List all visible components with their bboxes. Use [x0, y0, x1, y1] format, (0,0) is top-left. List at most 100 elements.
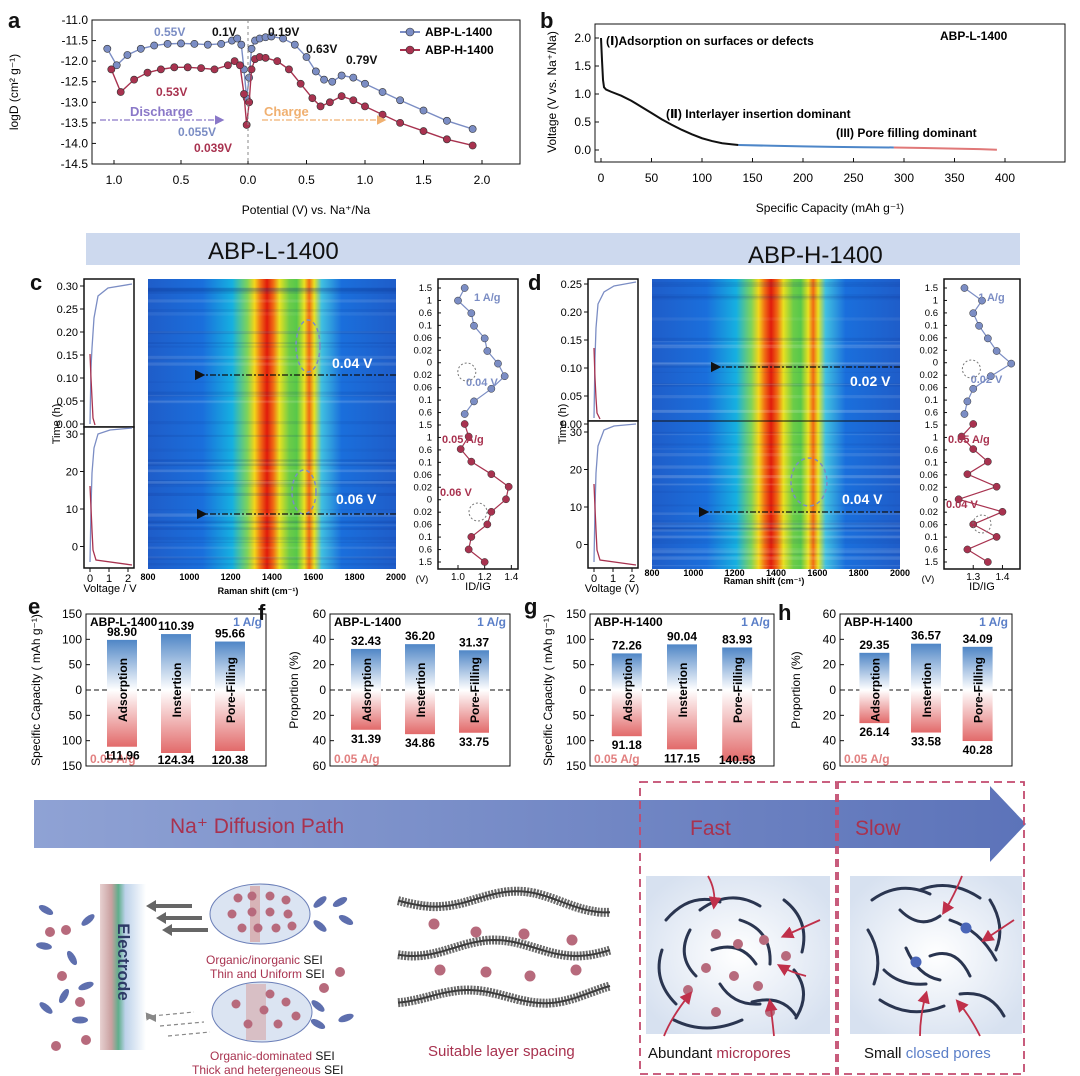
d-side-ann-bottom: 0.04 V: [946, 499, 978, 511]
interlayer-ion: [434, 964, 446, 976]
closed-carbon-arc: [948, 918, 998, 962]
abundant-b: micropores: [716, 1045, 790, 1062]
d-ttick-label: 0.05: [561, 391, 582, 403]
c-ellipse-top: [295, 319, 321, 373]
c-stripes-stripe: [148, 521, 396, 524]
b-series-2: [893, 146, 997, 151]
d-side-xlabel: ID/IG: [969, 581, 995, 593]
c-stripes-stripe: [148, 331, 396, 335]
d-ellipse: [790, 457, 828, 507]
a-point-1: [107, 65, 116, 74]
panel-label-d: d: [528, 270, 542, 295]
a-point-0: [190, 39, 199, 48]
closed-carbon-arc: [918, 884, 982, 900]
bars-g-rate-low: 0.05 A/g: [594, 752, 640, 766]
c-stripes-stripe: [148, 509, 396, 511]
na-ion: [57, 971, 67, 981]
sei-bot-ion: [265, 989, 275, 999]
bars-g-category: Pore-Filling: [731, 657, 745, 723]
d-ratio-blue-point: [969, 384, 978, 393]
bars-g-title: ABP-H-1400: [594, 615, 663, 629]
a-point-1: [210, 65, 219, 74]
d-raman-tick: 2000: [890, 568, 910, 578]
bars-g-ytick-label: 50: [573, 708, 587, 722]
d-stripes-stripe: [652, 344, 900, 346]
bars-f-label-bottom: 34.86: [405, 736, 435, 750]
bars-f-category: Pore-Filling: [468, 657, 482, 723]
panel-label-g: g: [524, 594, 538, 619]
a-point-0: [328, 77, 337, 86]
a-point-1: [156, 65, 165, 74]
b-xtick-label: 400: [995, 171, 1015, 185]
c-stripes-stripe: [148, 309, 396, 312]
c-btick-label: 0: [72, 542, 78, 554]
closed-carbon-arc: [866, 928, 880, 986]
c-stripes-stripe: [148, 434, 396, 437]
a-point-0: [302, 53, 311, 61]
b-ytick-label: 2.0: [574, 31, 591, 45]
bars-h-rate-low: 0.05 A/g: [844, 752, 890, 766]
c-raman-tick: 1400: [262, 572, 282, 582]
panel-label-h: h: [778, 600, 792, 625]
c-ratio-blue-point: [467, 309, 476, 318]
ion-path-arrow: [776, 964, 807, 977]
bars-e-ytick-label: 50: [69, 708, 83, 722]
a-xtick-label: 1.0: [357, 173, 374, 187]
bars-g-category: Instertion: [676, 663, 690, 718]
a-point-1: [223, 61, 232, 70]
solvent-molecule: [311, 1000, 325, 1012]
d-stripes-stripe: [652, 527, 900, 531]
d-stripes-stripe: [652, 410, 900, 413]
bars-f-category: Instertion: [414, 663, 428, 718]
b-xtick-label: 0: [598, 171, 605, 185]
interlayer-ion: [570, 964, 582, 976]
d-stripes-stripe: [652, 453, 900, 457]
d-side-circle-bottom: [972, 514, 992, 534]
c-side-circle-top: [457, 362, 477, 382]
c-ratio-blue-point: [460, 410, 469, 418]
sei-top-ion: [281, 895, 291, 905]
a-point-1: [245, 98, 254, 107]
d-side-tick: 0: [933, 358, 938, 369]
a-point-0: [378, 88, 387, 96]
d-ratio-red-point: [969, 520, 978, 529]
closed-carbon-arc: [958, 991, 1006, 1018]
bars-f-title: ABP-L-1400: [334, 615, 402, 629]
bars-e-ytick-label: 150: [62, 759, 82, 773]
c-ratio-blue-point: [480, 334, 489, 343]
bars-e-ytick-label: 0: [75, 683, 82, 697]
a-point-0: [290, 40, 299, 49]
d-stripes-stripe: [652, 395, 900, 399]
bars-h-label-bottom: 40.28: [963, 743, 993, 757]
a-point-1: [285, 65, 293, 74]
c-side-tick: 0.1: [419, 320, 432, 331]
closed-carbon-arc: [882, 968, 928, 986]
na-ion: [81, 1035, 91, 1045]
sei-bot-ion: [259, 1005, 269, 1015]
c-raman-tick: 1800: [345, 572, 365, 582]
bars-f-ytick-label: 0: [319, 683, 326, 697]
bars-g-label-bottom: 140.53: [719, 753, 756, 767]
d-stripes-stripe: [652, 383, 900, 387]
a-ytick-label: -12.0: [61, 54, 89, 68]
c-raman-tick: 1000: [179, 572, 199, 582]
bars-f-bar-top: [351, 648, 381, 690]
c-stripes-stripe: [148, 461, 396, 465]
a-point-1: [242, 121, 251, 129]
bars-h-bar-bottom: [911, 690, 941, 733]
sei-top-ion: [287, 921, 297, 931]
solvent-molecule: [338, 914, 354, 926]
micropore-ion: [683, 985, 693, 995]
c-side-tick: 0.1: [419, 395, 432, 406]
a-point-1: [337, 92, 346, 101]
solvent-molecule: [72, 1016, 88, 1024]
d-side-tick: 0.6: [925, 445, 938, 456]
d-side-tick: 0.02: [920, 482, 939, 493]
header-left: ABP-L-1400: [208, 238, 339, 265]
bars-e-category: Instertion: [170, 663, 184, 718]
legend-a-h: ABP-H-1400: [425, 43, 494, 57]
bars-g-ytick-label: 150: [566, 759, 586, 773]
bars-e-ytick-label: 150: [62, 607, 82, 621]
d-stripes-stripe: [652, 522, 900, 526]
c-ratio-blue-point: [500, 372, 509, 381]
